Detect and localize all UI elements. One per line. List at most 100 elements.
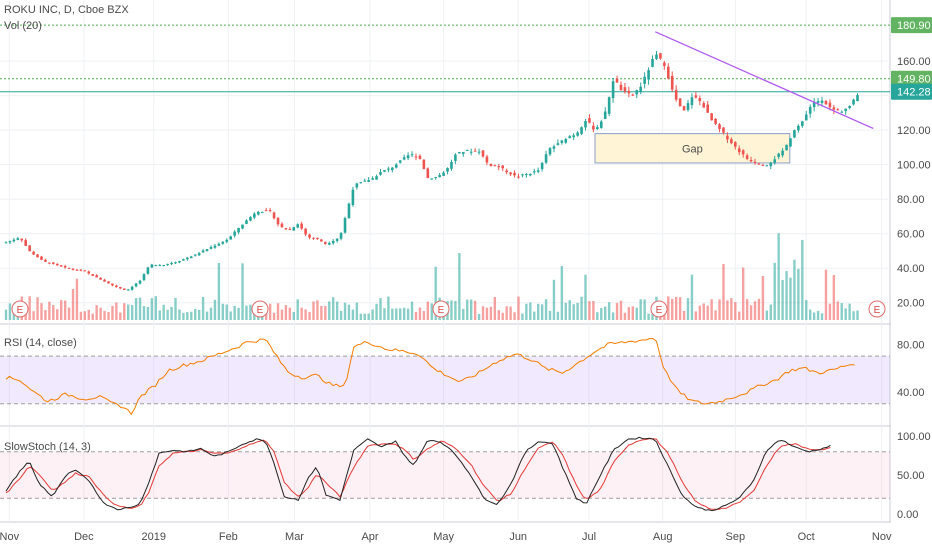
candle-body xyxy=(134,283,138,287)
time-axis[interactable]: Nov Dec 2019 Feb Mar Apr May Jun Jul Aug Sep Oct Nov xyxy=(0,531,892,543)
candle-body xyxy=(737,148,741,153)
candle-body xyxy=(225,239,229,242)
volume-bar xyxy=(422,310,426,320)
candle-body xyxy=(635,90,639,95)
volume-bar xyxy=(607,302,611,320)
candle-body xyxy=(804,114,808,121)
volume-bar xyxy=(501,312,504,320)
candle-body xyxy=(209,246,213,249)
time-tick-label: Feb xyxy=(219,531,238,543)
candle-body xyxy=(347,203,351,219)
candle-body xyxy=(485,156,489,163)
volume-bar xyxy=(671,298,674,320)
earnings-marker-label: E xyxy=(656,305,663,316)
candle-body xyxy=(454,154,457,161)
volume-bar xyxy=(497,310,500,320)
volume-bar xyxy=(596,312,599,320)
candle-body xyxy=(532,171,536,173)
volume-bar xyxy=(450,300,453,320)
volume-bar xyxy=(647,313,650,320)
candle-body xyxy=(87,271,91,274)
candle-body xyxy=(402,157,406,160)
candle-body xyxy=(166,263,169,265)
candle-body xyxy=(119,287,122,289)
volume-bar xyxy=(548,310,552,320)
candle-body xyxy=(312,237,315,239)
candle-body xyxy=(501,165,505,169)
candle-body xyxy=(256,212,260,215)
candle-body xyxy=(785,144,788,151)
volume-bar xyxy=(83,311,87,320)
symbol-title: ROKU INC, D, Cboe BZX xyxy=(4,4,129,16)
volume-bar xyxy=(280,309,284,320)
volume-bar xyxy=(48,301,51,320)
stoch-k-line xyxy=(5,436,831,512)
candle-body xyxy=(146,267,150,274)
volume-bar xyxy=(383,308,386,320)
candle-body xyxy=(469,151,473,153)
volume-bar xyxy=(694,311,698,320)
candle-body xyxy=(414,156,418,158)
candle-body xyxy=(213,245,217,248)
price-tick-label: 80.00 xyxy=(897,194,925,206)
volume-bar xyxy=(753,301,757,320)
volume-bar xyxy=(339,310,343,320)
candle-body xyxy=(217,243,221,246)
candle-body xyxy=(801,121,804,126)
candle-body xyxy=(674,89,678,100)
price-tick-label: 20.00 xyxy=(897,298,925,310)
volume-bar xyxy=(56,309,59,320)
volume-bar xyxy=(233,305,236,320)
volume-bar xyxy=(781,280,784,320)
volume-bar xyxy=(540,304,544,320)
volume-bar xyxy=(194,308,197,320)
volume-bar xyxy=(604,306,607,320)
volume-bar xyxy=(793,259,796,320)
volume-bar xyxy=(521,313,524,320)
volume-label: Vol (20) xyxy=(4,20,42,32)
volume-bar xyxy=(63,300,67,320)
candle-body xyxy=(292,227,296,231)
candle-body xyxy=(343,218,347,233)
volume-bar xyxy=(430,303,433,320)
candle-body xyxy=(702,103,706,108)
candle-body xyxy=(331,240,335,244)
volume-bar xyxy=(722,264,725,320)
volume-bar xyxy=(564,302,567,320)
price-pane[interactable]: Gap xyxy=(0,24,890,304)
volume-bar xyxy=(623,312,627,320)
volume-bar xyxy=(127,304,130,320)
volume-bar xyxy=(600,308,603,320)
candle-body xyxy=(52,262,55,264)
candle-body xyxy=(773,159,777,163)
candle-body xyxy=(643,76,646,84)
candle-body xyxy=(418,155,422,159)
volume-bar xyxy=(87,309,90,320)
candle-body xyxy=(698,98,702,102)
price-label-bg xyxy=(891,70,932,87)
volume-bar xyxy=(154,296,158,320)
candle-body xyxy=(375,176,378,180)
stoch-pane[interactable] xyxy=(0,436,890,512)
candle-body xyxy=(517,176,520,178)
volume-bar xyxy=(805,300,808,320)
candle-body xyxy=(552,146,556,149)
price-label-text: 180.90 xyxy=(897,20,931,32)
rsi-pane[interactable] xyxy=(0,337,890,416)
candle-body xyxy=(170,262,173,265)
candle-body xyxy=(781,150,784,156)
volume-bar xyxy=(426,301,430,320)
candle-body xyxy=(371,178,374,180)
candle-body xyxy=(55,263,59,266)
candle-body xyxy=(398,160,402,163)
volume-bar xyxy=(663,313,666,320)
candle-body xyxy=(584,121,587,128)
volume-bar xyxy=(820,313,824,320)
candle-body xyxy=(726,135,729,140)
candle-body xyxy=(324,241,327,244)
candle-body xyxy=(820,100,824,103)
candle-body xyxy=(580,127,583,134)
candle-body xyxy=(753,161,757,163)
candle-body xyxy=(99,277,102,280)
price-axis[interactable]: 20.0040.0060.0080.00100.00120.00140.0016… xyxy=(891,0,932,550)
